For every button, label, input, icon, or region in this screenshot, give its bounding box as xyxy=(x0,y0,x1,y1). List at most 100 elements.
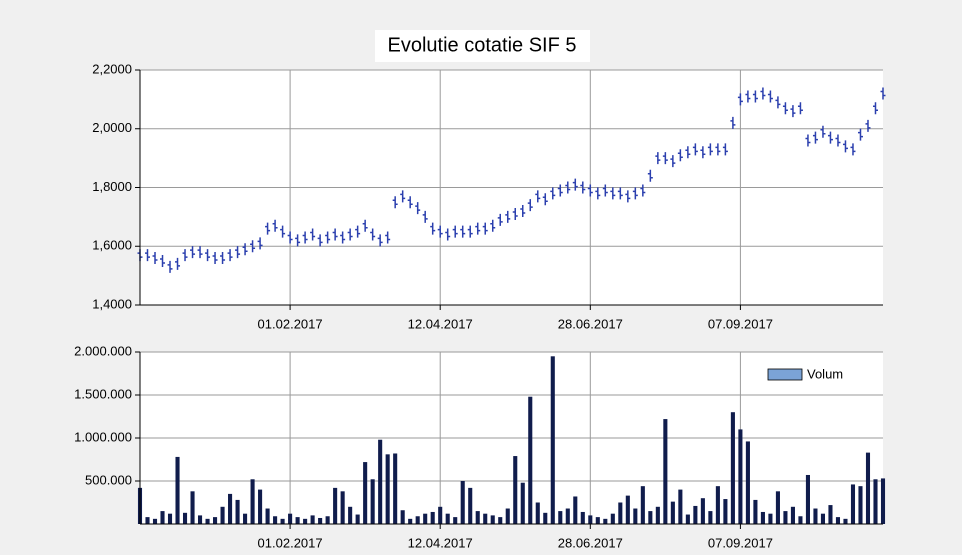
price-bar xyxy=(572,178,578,191)
volume-bar xyxy=(753,499,758,524)
price-bar xyxy=(587,184,593,197)
volume-bar xyxy=(850,484,856,524)
volume-bar xyxy=(483,513,488,524)
price-bar xyxy=(220,252,226,264)
price-bar xyxy=(512,207,518,220)
x-tick-label: 07.09.2017 xyxy=(708,535,773,550)
price-bar xyxy=(415,202,421,215)
price-bar xyxy=(175,257,181,270)
price-bar xyxy=(325,231,331,244)
volume-bar xyxy=(655,506,660,524)
price-bar xyxy=(460,225,466,238)
price-bar xyxy=(752,90,758,103)
volume-bar xyxy=(700,498,705,524)
volume-bar xyxy=(760,511,765,524)
volume-bar xyxy=(610,513,615,524)
price-bar xyxy=(482,222,488,235)
price-bar xyxy=(257,237,263,250)
price-bar xyxy=(490,219,496,232)
volume-bar xyxy=(453,517,458,524)
volume-bar xyxy=(378,439,383,524)
volume-bar xyxy=(182,512,188,524)
price-bar xyxy=(407,196,413,209)
price-bar xyxy=(767,90,773,103)
price-bar xyxy=(242,243,248,256)
volume-bar xyxy=(468,487,473,524)
volume-bar xyxy=(415,516,420,524)
price-bar xyxy=(602,184,608,197)
volume-bar xyxy=(408,518,413,524)
x-tick-label: 12.04.2017 xyxy=(408,535,473,550)
price-bar xyxy=(250,240,256,253)
price-bar xyxy=(190,246,196,259)
price-bar xyxy=(287,231,293,244)
price-bar xyxy=(400,190,406,203)
volume-bar xyxy=(430,511,435,524)
price-bar xyxy=(280,225,286,238)
volume-bar xyxy=(693,505,698,524)
price-bar xyxy=(700,146,706,159)
volume-bar xyxy=(573,496,578,524)
price-bar xyxy=(827,131,833,144)
volume-bar xyxy=(858,486,863,524)
volume-bar xyxy=(355,514,360,524)
price-bar xyxy=(347,228,353,241)
volume-bar xyxy=(535,502,540,524)
volume-bar xyxy=(505,508,510,524)
volume-bar xyxy=(685,514,690,524)
price-bar xyxy=(520,205,526,217)
volume-bar xyxy=(460,481,465,524)
volume-bar xyxy=(303,518,308,524)
volume-bar xyxy=(708,511,713,524)
volume-bar xyxy=(745,441,750,524)
volume-bar xyxy=(880,478,886,524)
price-bar xyxy=(580,181,586,194)
volume-bar xyxy=(288,513,293,524)
x-tick-label: 12.04.2017 xyxy=(408,316,473,331)
volume-bar xyxy=(393,453,398,524)
price-bar xyxy=(617,187,623,200)
price-bar xyxy=(872,102,878,115)
y-tick-label: 2,0000 xyxy=(92,120,132,135)
volume-bar xyxy=(175,456,180,524)
price-bar xyxy=(842,140,848,153)
price-bar xyxy=(782,102,788,115)
price-bar xyxy=(392,196,398,209)
price-bar xyxy=(865,119,871,132)
price-bar xyxy=(160,254,166,267)
volume-bar xyxy=(235,499,240,524)
price-bar xyxy=(835,134,841,147)
volume-bar xyxy=(843,518,848,524)
price-bar xyxy=(632,187,638,200)
price-bar xyxy=(662,152,668,165)
volume-bar xyxy=(475,511,480,524)
price-bar xyxy=(812,131,818,144)
price-bar xyxy=(505,210,511,223)
volume-bar xyxy=(152,518,158,524)
volume-bar xyxy=(318,517,323,524)
price-bar xyxy=(235,246,241,259)
legend-swatch xyxy=(767,368,803,381)
price-bar xyxy=(610,187,616,200)
y-tick-label: 1.000.000 xyxy=(74,429,132,444)
price-bar xyxy=(152,252,158,264)
volume-bar xyxy=(543,512,548,524)
volume-bar xyxy=(678,489,683,524)
volume-bar xyxy=(618,502,623,524)
price-bar xyxy=(535,190,541,203)
chart-title: Evolutie cotatie SIF 5 xyxy=(388,34,577,56)
volume-bar xyxy=(197,515,203,524)
volume-bar xyxy=(783,511,788,524)
volume-bar xyxy=(423,513,428,524)
price-bar xyxy=(760,87,766,100)
volume-bar xyxy=(865,452,871,524)
price-bar xyxy=(317,234,323,247)
price-bar xyxy=(565,181,571,194)
price-bar xyxy=(452,225,458,238)
price-bar xyxy=(302,231,308,244)
price-bar xyxy=(355,225,361,238)
volume-bar xyxy=(805,474,810,524)
price-bar xyxy=(797,102,803,115)
price-bar xyxy=(542,193,548,206)
